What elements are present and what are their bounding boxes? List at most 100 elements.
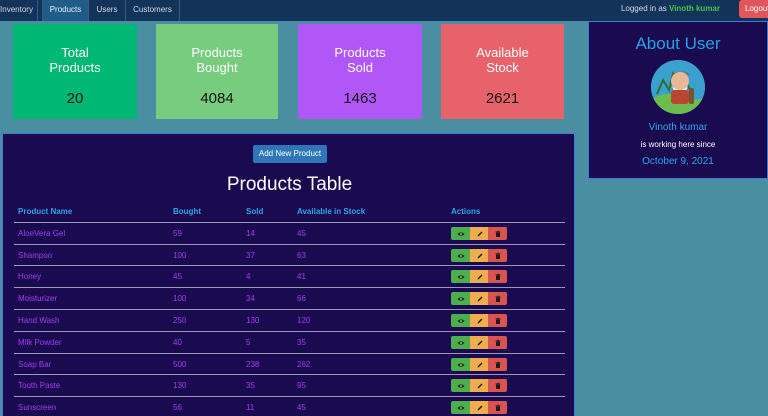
- view-button[interactable]: [451, 292, 470, 305]
- edit-button[interactable]: [470, 270, 489, 283]
- view-button[interactable]: [451, 401, 470, 414]
- row-actions: [451, 249, 507, 262]
- logged-in-status: Logged in as Vinoth kumar: [621, 0, 720, 21]
- row-divider: [14, 287, 565, 288]
- sold-cell: 35: [246, 381, 255, 390]
- trash-icon: [494, 252, 502, 260]
- column-header-sold: Sold: [246, 207, 264, 216]
- bought-cell: 250: [173, 316, 187, 325]
- logout-button[interactable]: Logout: [739, 0, 768, 18]
- edit-button[interactable]: [470, 379, 489, 392]
- table-row: Hand Wash 250 130 120: [3, 310, 576, 332]
- pencil-icon: [476, 252, 484, 260]
- delete-button[interactable]: [488, 358, 507, 371]
- eye-icon: [457, 230, 465, 238]
- row-divider: [14, 309, 565, 310]
- nav-tab-products[interactable]: Products: [42, 0, 89, 21]
- view-button[interactable]: [451, 270, 470, 283]
- trash-icon: [494, 273, 502, 281]
- bought-cell: 59: [173, 229, 182, 238]
- bought-cell: 56: [173, 403, 182, 412]
- logged-in-username: Vinoth kumar: [669, 4, 720, 13]
- stat-value: 1463: [343, 90, 377, 107]
- edit-button[interactable]: [470, 249, 489, 262]
- table-row: AloeVera Gel 59 14 45: [3, 223, 576, 245]
- stat-value: 4084: [200, 90, 234, 107]
- row-actions: [451, 379, 507, 392]
- delete-button[interactable]: [488, 314, 507, 327]
- available-cell: 63: [297, 251, 306, 260]
- view-button[interactable]: [451, 379, 470, 392]
- edit-button[interactable]: [470, 314, 489, 327]
- table-row: Moisturizer 100 34 66: [3, 288, 576, 310]
- stat-label: Products Bought: [191, 45, 243, 75]
- row-actions: [451, 401, 507, 414]
- delete-button[interactable]: [488, 227, 507, 240]
- stat-card-products-bought: Products Bought 4084: [156, 24, 278, 119]
- view-button[interactable]: [451, 249, 470, 262]
- edit-button[interactable]: [470, 401, 489, 414]
- eye-icon: [457, 382, 465, 390]
- nav-tab-users[interactable]: Users: [89, 0, 126, 21]
- product-name-cell: Milk Powder: [18, 338, 62, 347]
- row-actions: [451, 292, 507, 305]
- about-user-date: October 9, 2021: [642, 156, 714, 167]
- column-header-product-name: Product Name: [18, 207, 73, 216]
- delete-button[interactable]: [488, 379, 507, 392]
- view-button[interactable]: [451, 314, 470, 327]
- about-user-since-label: is working here since: [640, 140, 716, 149]
- eye-icon: [457, 295, 465, 303]
- about-user-title: About User: [635, 34, 721, 53]
- delete-button[interactable]: [488, 270, 507, 283]
- available-cell: 35: [297, 338, 306, 347]
- edit-button[interactable]: [470, 292, 489, 305]
- pencil-icon: [476, 361, 484, 369]
- table-row: Honey 45 4 41: [3, 266, 576, 288]
- trash-icon: [494, 339, 502, 347]
- add-new-product-button[interactable]: Add New Product: [253, 145, 327, 163]
- sold-cell: 34: [246, 294, 255, 303]
- trash-icon: [494, 404, 502, 412]
- trash-icon: [494, 382, 502, 390]
- top-navbar: Inventory Products Users Customers Logge…: [0, 0, 768, 21]
- bought-cell: 100: [173, 294, 187, 303]
- table-row: Milk Powder 40 5 35: [3, 332, 576, 354]
- eye-icon: [457, 273, 465, 281]
- row-actions: [451, 358, 507, 371]
- delete-button[interactable]: [488, 401, 507, 414]
- trash-icon: [494, 230, 502, 238]
- available-cell: 95: [297, 381, 306, 390]
- product-name-cell: Tooth Paste: [18, 381, 61, 390]
- eye-icon: [457, 317, 465, 325]
- product-name-cell: Hand Wash: [18, 316, 60, 325]
- bought-cell: 40: [173, 338, 182, 347]
- product-name-cell: Moisturizer: [18, 294, 58, 303]
- edit-button[interactable]: [470, 358, 489, 371]
- bought-cell: 130: [173, 381, 187, 390]
- product-name-cell: Honey: [18, 272, 42, 281]
- stat-card-products-sold: Products Sold 1463: [298, 24, 422, 119]
- edit-button[interactable]: [470, 227, 489, 240]
- bought-cell: 45: [173, 272, 182, 281]
- nav-tab-customers[interactable]: Customers: [126, 0, 180, 21]
- delete-button[interactable]: [488, 249, 507, 262]
- edit-button[interactable]: [470, 336, 489, 349]
- row-divider: [14, 244, 565, 245]
- row-divider: [14, 396, 565, 397]
- available-cell: 45: [297, 403, 306, 412]
- stat-label: Total Products: [49, 45, 101, 75]
- column-header-actions: Actions: [451, 207, 481, 216]
- view-button[interactable]: [451, 358, 470, 371]
- nav-tab-inventory[interactable]: Inventory: [0, 0, 38, 21]
- about-user-name: Vinoth kumar: [648, 122, 708, 133]
- row-actions: [451, 314, 507, 327]
- products-table-panel: Add New Product Products Table Product N…: [2, 133, 575, 416]
- view-button[interactable]: [451, 227, 470, 240]
- delete-button[interactable]: [488, 336, 507, 349]
- view-button[interactable]: [451, 336, 470, 349]
- delete-button[interactable]: [488, 292, 507, 305]
- row-divider: [14, 374, 565, 375]
- eye-icon: [457, 252, 465, 260]
- pencil-icon: [476, 339, 484, 347]
- available-cell: 120: [297, 316, 311, 325]
